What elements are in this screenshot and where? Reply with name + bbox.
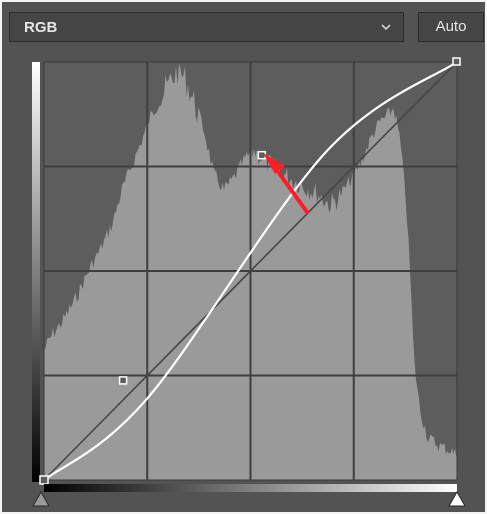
black-point-slider-icon[interactable] xyxy=(32,490,50,507)
auto-button[interactable]: Auto xyxy=(418,12,484,42)
input-gradient-bar xyxy=(44,484,457,492)
tone-curve[interactable] xyxy=(43,61,458,481)
curve-point-2[interactable] xyxy=(257,150,267,160)
baseline-diagonal xyxy=(43,61,458,481)
curve-point-3[interactable] xyxy=(452,57,461,66)
channel-selected-value: RGB xyxy=(24,19,58,36)
channel-dropdown[interactable]: RGB xyxy=(9,12,404,42)
output-gradient-bar xyxy=(32,62,40,482)
curve-point-0[interactable] xyxy=(39,475,49,485)
chevron-down-icon xyxy=(381,24,391,31)
white-point-slider-icon[interactable] xyxy=(448,490,466,507)
curve-point-1[interactable] xyxy=(118,376,128,385)
red-arrow-icon xyxy=(263,153,309,214)
